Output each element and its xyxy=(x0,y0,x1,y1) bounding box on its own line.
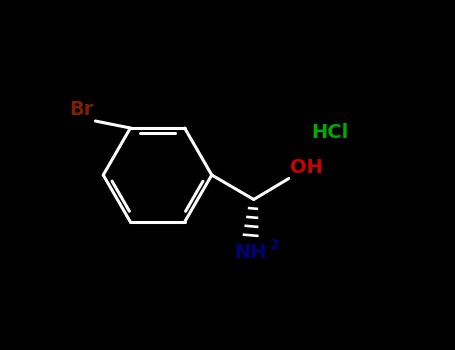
Text: HCl: HCl xyxy=(312,124,349,142)
Text: Br: Br xyxy=(69,100,94,119)
Text: OH: OH xyxy=(290,158,324,177)
Text: NH: NH xyxy=(234,243,267,262)
Text: 2: 2 xyxy=(269,238,279,252)
